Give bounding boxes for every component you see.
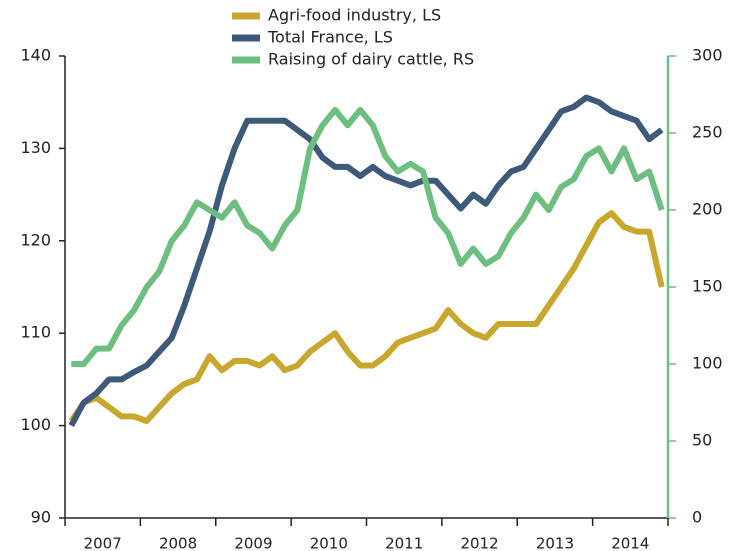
line-series — [68, 210, 665, 424]
line-series — [71, 106, 665, 367]
y-tick-label: 100 — [20, 415, 51, 434]
x-tick-label: 2012 — [460, 535, 498, 551]
x-tick-label: 2008 — [159, 535, 197, 551]
line-series — [68, 94, 664, 428]
y2-tick-label: 200 — [692, 200, 723, 219]
y-tick-label: 110 — [20, 323, 51, 342]
legend-label: Agri-food industry, LS — [268, 6, 441, 25]
x-tick-label: 2007 — [84, 535, 122, 551]
y2-tick-label: 0 — [692, 508, 702, 527]
y2-tick-label: 100 — [692, 354, 723, 373]
y-tick-label: 130 — [20, 138, 51, 157]
y-tick-label: 120 — [20, 230, 51, 249]
x-tick-label: 2011 — [385, 535, 423, 551]
x-tick-label: 2014 — [611, 535, 649, 551]
x-tick-label: 2010 — [310, 535, 348, 551]
y2-tick-label: 300 — [692, 46, 723, 65]
y2-tick-label: 150 — [692, 277, 723, 296]
x-tick-label: 2013 — [536, 535, 574, 551]
y2-tick-label: 50 — [692, 431, 712, 450]
y-tick-label: 90 — [31, 508, 51, 527]
y-tick-label: 140 — [20, 46, 51, 65]
y2-tick-label: 250 — [692, 123, 723, 142]
x-tick-label: 2009 — [234, 535, 272, 551]
legend-label: Total France, LS — [267, 28, 393, 47]
legend-label: Raising of dairy cattle, RS — [268, 50, 474, 69]
